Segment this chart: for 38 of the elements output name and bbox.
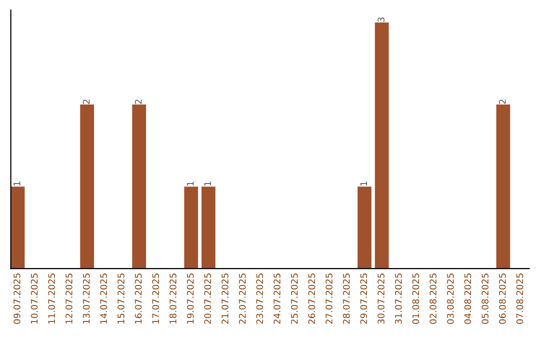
x-tick-label: 03.08.2025 (446, 274, 454, 324)
data-label: 3 (378, 17, 384, 22)
x-tick-label: 11.07.2025 (48, 274, 56, 324)
x-tick-label: 05.08.2025 (482, 274, 488, 324)
x-tick-label: 17.07.2025 (152, 274, 160, 324)
x-tick-label: 12.07.2025 (66, 274, 72, 324)
x-tick-label: 15.07.2025 (118, 274, 124, 324)
x-tick-label: 26.07.2025 (308, 274, 316, 324)
data-label: 1 (187, 182, 194, 186)
x-tick-label: 14.07.2025 (100, 274, 108, 324)
x-tick-label: 07.08.2025 (516, 274, 524, 324)
data-label: 2 (498, 100, 506, 104)
x-tick-label: 22.07.2025 (238, 274, 246, 324)
x-tick-label: 09.07.2025 (14, 274, 20, 324)
data-label: 1 (204, 182, 211, 186)
x-tick-label: 19.07.2025 (186, 274, 194, 324)
x-tick-label: 30.07.2025 (378, 274, 384, 324)
x-tick-label: 24.07.2025 (274, 274, 280, 324)
data-label: 1 (360, 182, 367, 186)
x-tick-label: 25.07.2025 (290, 274, 298, 324)
x-tick-label: 31.07.2025 (394, 274, 402, 324)
x-tick-label: 10.07.2025 (30, 274, 38, 324)
x-tick-label: 18.07.2025 (170, 274, 176, 324)
x-tick-label: 13.07.2025 (82, 274, 90, 324)
x-tick-label: 16.07.2025 (134, 274, 142, 324)
x-tick-label: 27.07.2025 (326, 274, 332, 324)
x-tick-label: 02.08.2025 (430, 274, 436, 324)
x-tick-label: 01.08.2025 (412, 274, 420, 324)
x-tick-label: 04.08.2025 (464, 274, 472, 324)
x-tick-label: 06.08.2025 (498, 274, 506, 324)
x-tick-label: 28.07.2025 (342, 274, 350, 324)
x-tick-label: 20.07.2025 (204, 274, 212, 324)
x-tick-label: 23.07.2025 (256, 274, 264, 324)
data-label: 2 (82, 100, 90, 104)
x-tick-label: 29.07.2025 (360, 274, 368, 324)
data-label: 1 (14, 182, 20, 186)
x-tick-label: 21.07.2025 (222, 274, 228, 324)
data-label: 2 (134, 100, 142, 104)
